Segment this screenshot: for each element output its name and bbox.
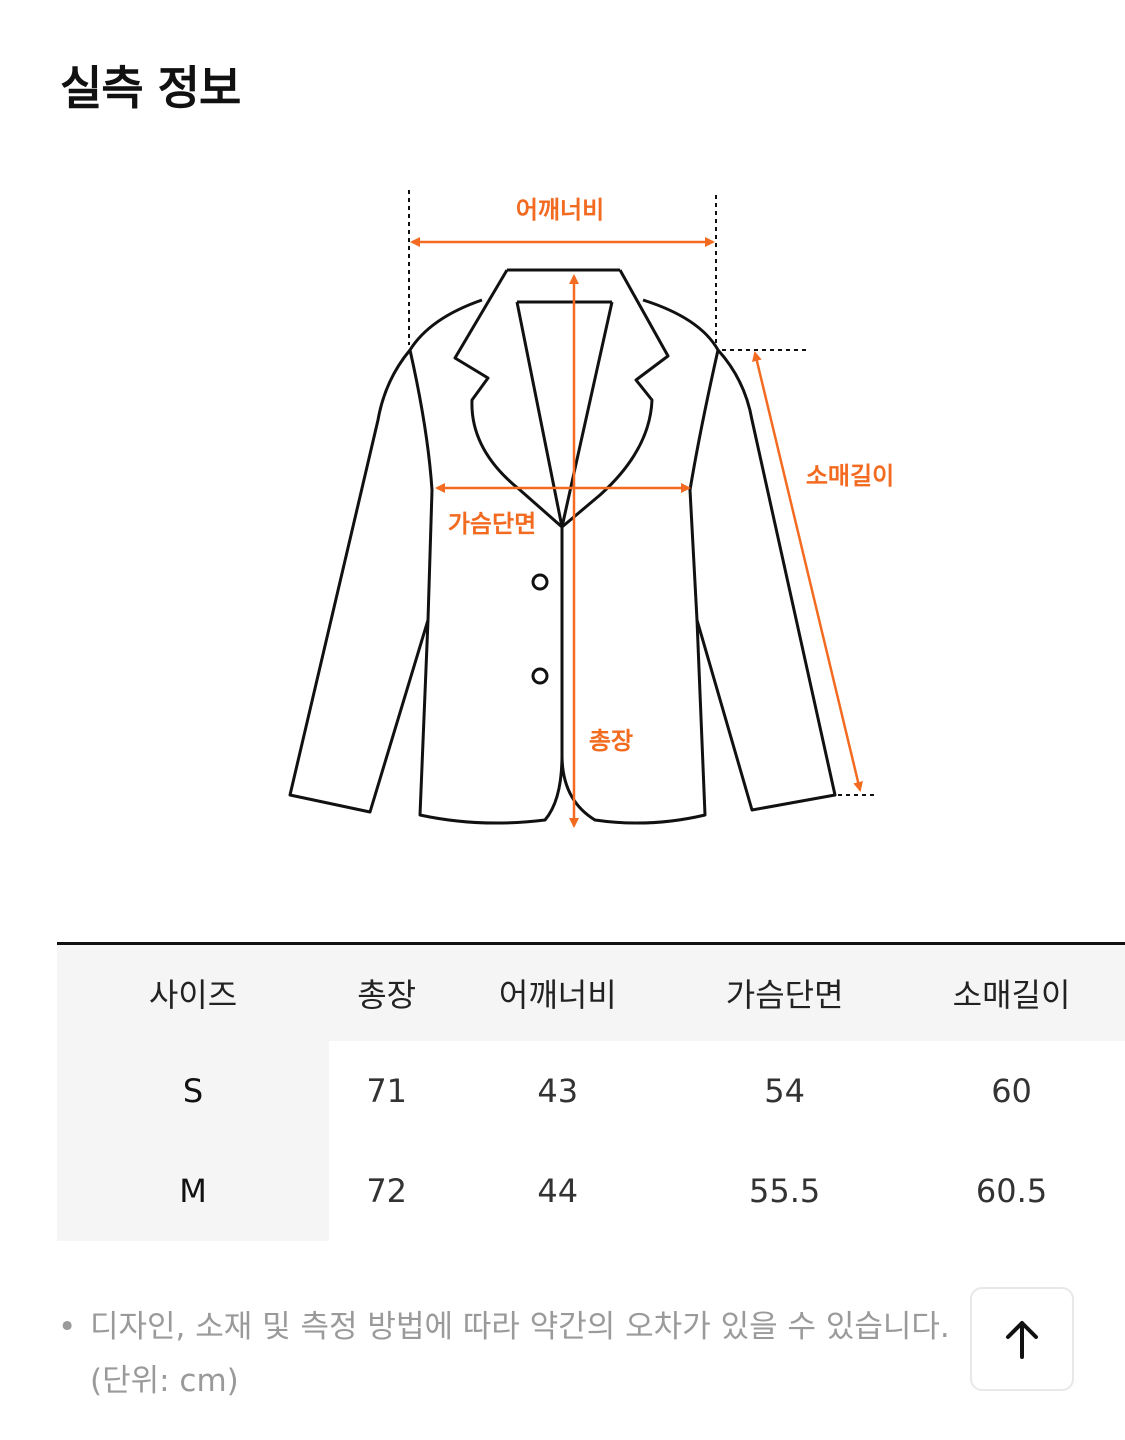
- cell-length: 72: [366, 1172, 408, 1210]
- jacket-outline: [288, 268, 837, 825]
- cell-length: 71: [366, 1072, 408, 1110]
- cell-sleeve: 60.5: [975, 1172, 1048, 1210]
- button-dot: [531, 573, 549, 591]
- table-header-row: 사이즈 총장 어깨너비 가슴단면 소매길이: [57, 943, 1125, 1041]
- label-shoulder: 어깨너비: [516, 196, 604, 224]
- measurement-note: • 디자인, 소재 및 측정 방법에 따라 약간의 오차가 있을 수 있습니다.…: [58, 1300, 1118, 1408]
- label-sleeve: 소매길이: [806, 462, 894, 490]
- cell-chest: 54: [764, 1072, 806, 1110]
- header-sleeve: 소매길이: [898, 943, 1125, 1041]
- button-dot: [531, 667, 549, 685]
- guide-lines: [408, 190, 875, 796]
- cell-sleeve: 60: [991, 1072, 1032, 1110]
- note-line: 디자인, 소재 및 측정 방법에 따라 약간의 오차가 있을 수 있습니다.: [90, 1309, 950, 1345]
- size-table: 사이즈 총장 어깨너비 가슴단면 소매길이 S 71 43 54 60 M 72…: [57, 942, 1125, 1241]
- sleeve-arrow: [752, 351, 863, 792]
- label-length: 총장: [589, 727, 633, 755]
- header-shoulder: 어깨너비: [444, 943, 672, 1041]
- jacket-measurement-diagram: 어깨너비 소매길이 가슴단면 총장: [288, 190, 894, 828]
- table-row: M 72 44 55.5 60.5: [57, 1141, 1125, 1241]
- unit-note: (단위: cm): [90, 1363, 239, 1399]
- cell-shoulder: 43: [537, 1072, 579, 1110]
- header-size: 사이즈: [57, 943, 329, 1041]
- cell-size: M: [57, 1141, 329, 1241]
- table-row: S 71 43 54 60: [57, 1041, 1125, 1141]
- cell-shoulder: 44: [537, 1172, 579, 1210]
- header-length: 총장: [329, 943, 445, 1041]
- arrow-up-icon: [1006, 1321, 1038, 1359]
- measurement-arrows: [410, 237, 863, 828]
- header-chest: 가슴단면: [671, 943, 899, 1041]
- label-chest: 가슴단면: [448, 510, 536, 538]
- scroll-to-top-button[interactable]: [970, 1287, 1074, 1391]
- cell-chest: 55.5: [749, 1172, 821, 1210]
- cell-size: S: [57, 1041, 329, 1141]
- page-title: 실측 정보: [60, 61, 241, 115]
- bullet: •: [58, 1309, 77, 1345]
